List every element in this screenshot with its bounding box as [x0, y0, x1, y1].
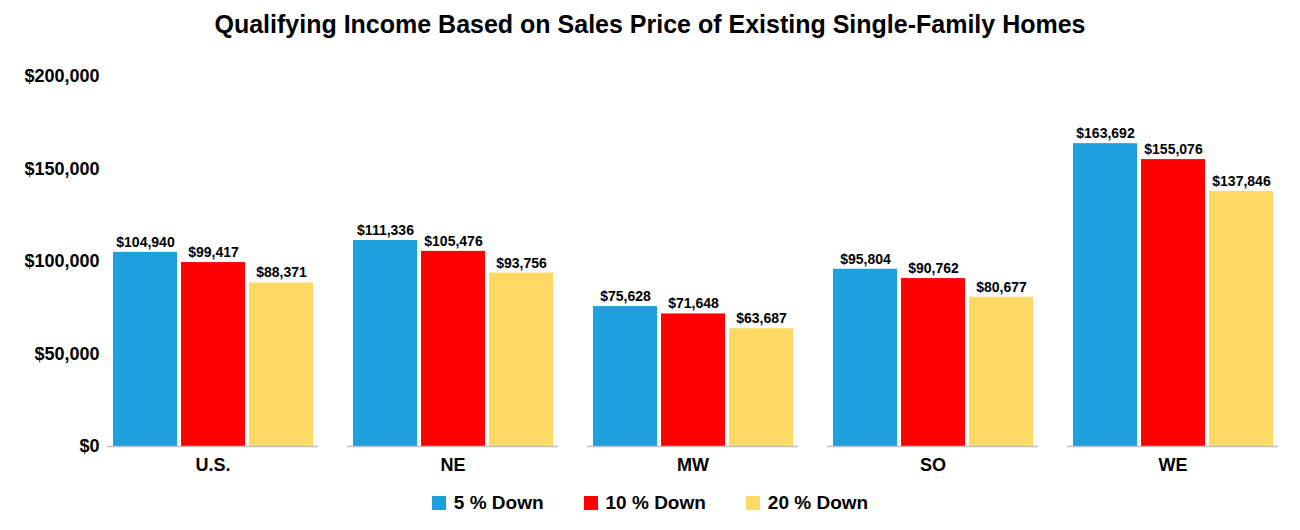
svg-text:$200,000: $200,000 [24, 66, 99, 86]
svg-text:WE: WE [1159, 455, 1188, 475]
svg-text:$75,628: $75,628 [600, 288, 651, 304]
svg-text:$104,940: $104,940 [116, 234, 175, 250]
svg-text:$71,648: $71,648 [668, 295, 719, 311]
html-text:10 % Down: 10 % Down [605, 492, 706, 513]
svg-text:U.S.: U.S. [195, 455, 230, 475]
html-text:Qualifying Income Based on Sal: Qualifying Income Based on Sales Price o… [214, 10, 1086, 38]
svg-text:$111,336: $111,336 [357, 222, 414, 238]
svg-text:$50,000: $50,000 [34, 344, 99, 364]
svg-text:$63,687: $63,687 [736, 310, 787, 326]
svg-text:$95,804: $95,804 [840, 251, 891, 267]
svg-text:$0: $0 [79, 436, 99, 456]
svg-text:$88,371: $88,371 [256, 264, 307, 280]
svg-text:MW: MW [677, 455, 709, 475]
svg-text:$163,692: $163,692 [1076, 125, 1135, 141]
svg-text:SO: SO [920, 455, 946, 475]
svg-text:$90,762: $90,762 [908, 260, 959, 276]
svg-text:$93,756: $93,756 [496, 255, 547, 271]
svg-text:$150,000: $150,000 [24, 159, 99, 179]
svg-text:$100,000: $100,000 [24, 251, 99, 271]
svg-text:$137,846: $137,846 [1212, 173, 1271, 189]
svg-text:$155,076: $155,076 [1144, 141, 1203, 157]
html-text:5 % Down: 5 % Down [453, 492, 544, 513]
svg-text:$105,476: $105,476 [424, 233, 483, 249]
html-text:20 % Down: 20 % Down [767, 492, 869, 513]
svg-text:$99,417: $99,417 [188, 244, 239, 260]
svg-text:NE: NE [440, 455, 465, 475]
svg-text:$80,677: $80,677 [976, 279, 1027, 295]
